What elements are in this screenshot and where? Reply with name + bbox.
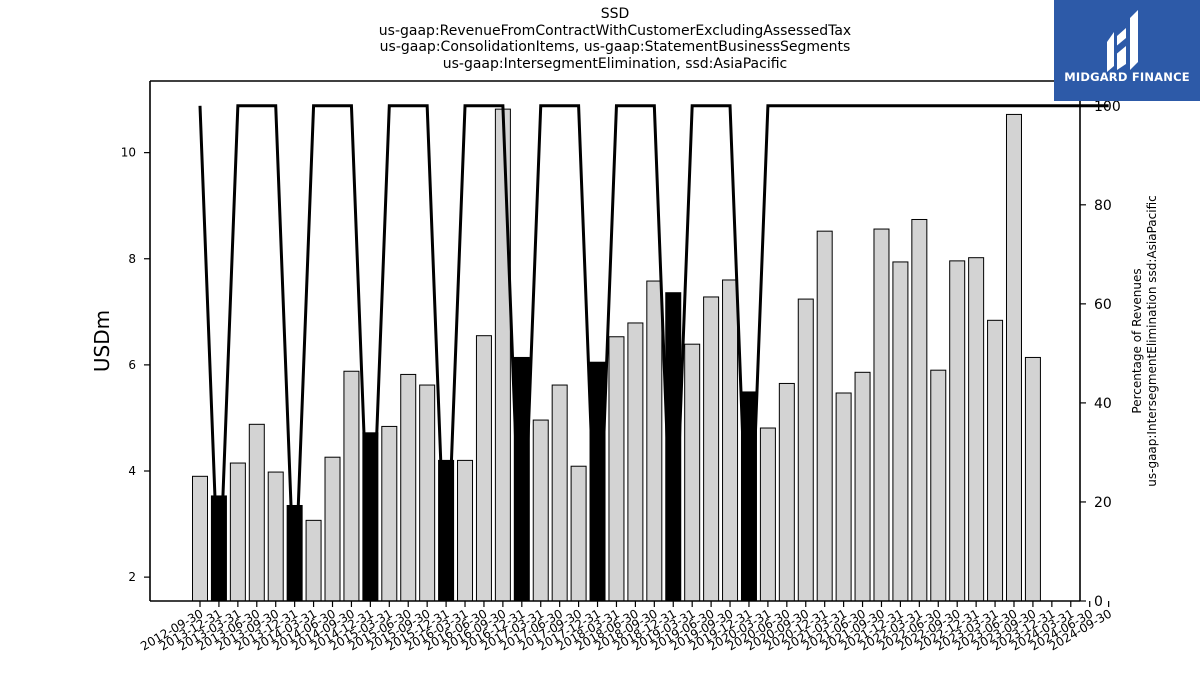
midgard-finance-logo: MIDGARD FINANCE: [1054, 0, 1200, 101]
y-tick-label: 10: [121, 146, 136, 160]
title-line-2: us-gaap:RevenueFromContractWithCustomerE…: [378, 22, 852, 39]
bar-2017-03-31: [532, 419, 549, 602]
bar-2021-06-30: [854, 371, 871, 602]
y2-tick-label: 0: [1094, 594, 1103, 610]
bar-2016-09-30: [494, 108, 511, 602]
bars-layer: [192, 108, 1041, 602]
axes-layer: 2468100204060801002012-09-302013-12-3120…: [121, 80, 1121, 653]
logo-mark-icon: [1107, 10, 1138, 72]
percentage-line: [198, 104, 1109, 602]
bar-2021-09-30: [873, 228, 890, 602]
y2-axis-label-line-1: Percentage of Revenues: [1130, 268, 1144, 413]
bar-2013-06-30: [248, 423, 265, 602]
bar-2020-06-30: [778, 382, 795, 602]
title-line-3: us-gaap:ConsolidationItems, us-gaap:Stat…: [379, 39, 851, 55]
bar-2018-09-30: [646, 280, 663, 602]
bar-2016-06-30: [475, 335, 492, 602]
bar-2019-06-30: [703, 296, 720, 602]
bar-2023-03-31: [987, 319, 1004, 602]
y2-tick-label: 100: [1094, 99, 1121, 115]
bar-2023-06-30: [1005, 113, 1022, 602]
bar-2017-09-30: [570, 465, 587, 602]
bar-2014-03-31: [305, 519, 322, 602]
bar-2015-03-31: [381, 425, 398, 602]
bar-2018-03-31: [608, 336, 625, 602]
bar-2023-09-30: [1024, 356, 1041, 602]
bar-2020-03-31: [759, 427, 776, 602]
line-layer: [198, 104, 1109, 602]
bar-2022-09-30: [949, 260, 966, 602]
bar-2014-06-30: [324, 456, 341, 602]
y2-tick-label: 40: [1094, 396, 1112, 412]
bar-2013-09-30: [267, 471, 284, 602]
bar-2021-03-31: [835, 392, 852, 602]
bar-2021-12-31: [892, 261, 909, 602]
bar-2022-12-31: [968, 257, 985, 602]
bar-2016-03-31: [457, 459, 474, 602]
y-tick-label: 8: [128, 252, 136, 266]
y-tick-label: 4: [128, 464, 136, 478]
bar-2022-03-31: [911, 218, 928, 602]
bar-2019-09-30: [722, 279, 739, 602]
y2-tick-label: 60: [1094, 297, 1112, 313]
title-line-1: SSD: [600, 6, 630, 22]
bar-2017-06-30: [551, 384, 568, 602]
y2-axis-label-line-2: us-gaap:IntersegmentElimination ssd:Asia…: [1145, 195, 1159, 486]
y-tick-label: 6: [128, 358, 136, 372]
bar-2015-06-30: [400, 373, 417, 602]
bar-2019-03-31: [684, 343, 701, 602]
logo-text: MIDGARD FINANCE: [1064, 70, 1190, 84]
bar-2015-09-30: [419, 384, 436, 602]
bar-2012-09-30: [192, 475, 208, 602]
y2-tick-label: 20: [1094, 495, 1112, 511]
bar-2022-06-30: [930, 369, 947, 602]
bar-2014-09-30: [343, 370, 360, 602]
y-tick-label: 2: [128, 570, 136, 584]
bar-2013-03-31: [229, 462, 246, 602]
bar-2020-09-30: [797, 298, 814, 602]
chart-title: SSD us-gaap:RevenueFromContractWithCusto…: [0, 6, 1200, 72]
bar-2020-12-31: [816, 230, 833, 602]
y-axis-label: USDm: [90, 310, 114, 372]
bar-2018-06-30: [627, 322, 644, 602]
title-line-4: us-gaap:IntersegmentElimination, ssd:Asi…: [442, 55, 788, 72]
y2-tick-label: 80: [1094, 198, 1112, 214]
